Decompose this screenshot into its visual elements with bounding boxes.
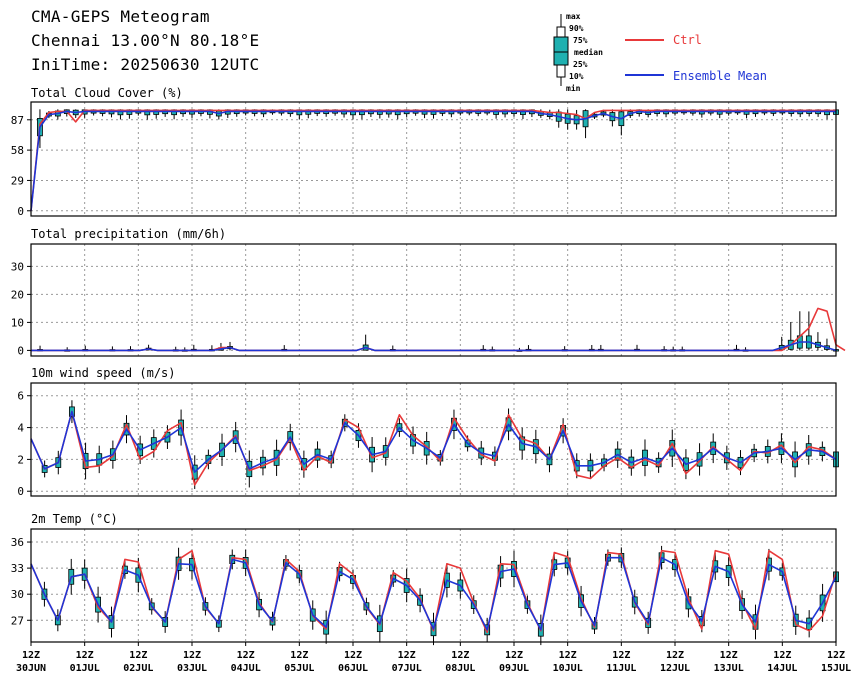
mean-line — [30, 410, 837, 473]
ctrl-line — [30, 109, 836, 211]
ctrl-line — [31, 307, 846, 352]
panel-frame — [30, 243, 837, 357]
x-tick-date: 02JUL — [123, 663, 153, 674]
x-tick-hour: 12Z — [290, 650, 308, 661]
x-tick-hour: 12Z — [237, 650, 255, 661]
line-legend-glyphs — [625, 39, 664, 76]
y-tick-label: 6 — [17, 390, 24, 403]
legend-median: median — [574, 48, 603, 57]
y-tick-label: 20 — [11, 288, 24, 301]
x-tick-date: 05JUL — [284, 663, 314, 674]
x-tick-date: 13JUL — [714, 663, 744, 674]
x-tick-date: 12JUL — [660, 663, 690, 674]
x-tick-hour: 12Z — [720, 650, 738, 661]
location-label: Chennai 13.00°N 80.18°E — [31, 31, 260, 50]
y-tick-label: 2 — [17, 453, 24, 466]
panel-4: 2m Temp (°C) 27 30 33 36 — [11, 512, 839, 646]
x-tick-date: 15JUL — [821, 663, 851, 674]
panel-3: 10m wind speed (m/s) 0 2 4 6 — [17, 366, 839, 498]
x-tick-hour: 12Z — [183, 650, 201, 661]
panel-frame — [30, 528, 837, 643]
chart-title: CMA-GEPS Meteogram — [31, 7, 210, 26]
y-tick-label: 58 — [11, 144, 24, 157]
panel-title-2: Total precipitation (mm/6h) — [31, 227, 226, 241]
panel-title-1: Total Cloud Cover (%) — [31, 86, 183, 100]
x-tick-hour: 12Z — [505, 650, 523, 661]
y-tick-label: 10 — [11, 316, 24, 329]
legend-75: 75% — [573, 36, 588, 45]
box-legend-glyph — [553, 14, 569, 86]
x-axis: 12Z 30JUN 12Z 01JUL 12Z 02JUL 12Z 03JUL 12Z 04JUL… — [16, 642, 851, 674]
init-time-label: IniTime: 20250630 12UTC — [31, 55, 260, 74]
mean-line — [30, 110, 836, 211]
x-tick-date: 07JUL — [392, 663, 422, 674]
y-tick-label: 0 — [17, 485, 24, 498]
x-tick-hour: 12Z — [666, 650, 684, 661]
x-tick-hour: 12Z — [773, 650, 791, 661]
y-tick-label: 87 — [11, 114, 24, 127]
panel-title-3: 10m wind speed (m/s) — [31, 366, 176, 380]
x-tick-date: 01JUL — [70, 663, 100, 674]
x-tick-hour: 12Z — [344, 650, 362, 661]
legend-min: min — [566, 84, 581, 93]
x-tick-hour: 12Z — [612, 650, 630, 661]
panel-1: Total Cloud Cover (%) 0 29 58 87 — [11, 86, 839, 218]
x-tick-hour: 12Z — [827, 650, 845, 661]
y-tick-label: 33 — [11, 562, 24, 575]
x-tick-hour: 12Z — [129, 650, 147, 661]
x-tick-date: 30JUN — [16, 663, 46, 674]
x-tick-hour: 12Z — [559, 650, 577, 661]
mean-line — [30, 556, 837, 631]
legend-mean-label: Ensemble Mean — [673, 69, 767, 83]
x-tick-date: 09JUL — [499, 663, 529, 674]
legend-10: 10% — [569, 72, 584, 81]
panel-frame — [30, 382, 837, 497]
header: CMA-GEPS Meteogram Chennai 13.00°N 80.18… — [0, 0, 859, 93]
y-tick-label: 4 — [17, 422, 24, 435]
y-tick-label: 36 — [11, 536, 24, 549]
panel-2: Total precipitation (mm/6h) 0 10 20 30 — [11, 227, 846, 357]
x-tick-hour: 12Z — [451, 650, 469, 661]
y-tick-label: 30 — [11, 260, 24, 273]
y-tick-label: 0 — [17, 205, 24, 218]
panel-title-4: 2m Temp (°C) — [31, 512, 118, 526]
mean-line — [31, 341, 837, 352]
y-tick-label: 30 — [11, 588, 24, 601]
legend-25: 25% — [573, 60, 588, 69]
x-tick-date: 10JUL — [553, 663, 583, 674]
x-tick-hour: 12Z — [398, 650, 416, 661]
x-tick-date: 06JUL — [338, 663, 368, 674]
x-tick-date: 14JUL — [767, 663, 797, 674]
x-tick-hour: 12Z — [22, 650, 40, 661]
y-tick-label: 27 — [11, 614, 24, 627]
y-tick-label: 29 — [11, 174, 24, 187]
x-tick-date: 11JUL — [606, 663, 636, 674]
x-tick-date: 04JUL — [231, 663, 261, 674]
x-tick-date: 08JUL — [445, 663, 475, 674]
x-tick-date: 03JUL — [177, 663, 207, 674]
legend-max: max — [566, 12, 581, 21]
panel-frame — [30, 101, 837, 217]
x-tick-hour: 12Z — [76, 650, 94, 661]
legend-90: 90% — [569, 24, 584, 33]
y-tick-label: 0 — [17, 344, 24, 357]
legend-ctrl-label: Ctrl — [673, 33, 702, 47]
